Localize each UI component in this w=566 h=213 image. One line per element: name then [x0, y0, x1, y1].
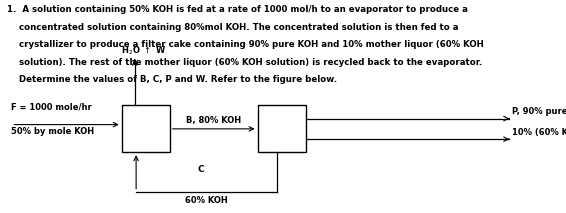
Text: 60% KOH: 60% KOH: [185, 196, 228, 205]
Text: F = 1000 mole/hr: F = 1000 mole/hr: [11, 103, 92, 112]
Text: 10% (60% KOH solution): 10% (60% KOH solution): [512, 128, 566, 137]
Bar: [122, 105, 170, 152]
Text: Determine the values of B, C, P and W. Refer to the figure below.: Determine the values of B, C, P and W. R…: [7, 75, 337, 84]
Text: B, 80% KOH: B, 80% KOH: [186, 116, 241, 125]
Text: C: C: [198, 165, 204, 174]
Text: crystallizer to produce a filter cake containing 90% pure KOH and 10% mother liq: crystallizer to produce a filter cake co…: [7, 40, 483, 49]
Text: 50% by mole KOH: 50% by mole KOH: [11, 127, 95, 136]
Text: concentrated solution containing 80%mol KOH. The concentrated solution is then f: concentrated solution containing 80%mol …: [7, 23, 458, 32]
Text: solution). The rest of the mother liquor (60% KOH solution) is recycled back to : solution). The rest of the mother liquor…: [7, 58, 482, 67]
Text: 1.  A solution containing 50% KOH is fed at a rate of 1000 mol/h to an evaporato: 1. A solution containing 50% KOH is fed …: [7, 5, 468, 14]
Text: H$_2$O $\uparrow$ W: H$_2$O $\uparrow$ W: [121, 45, 166, 57]
Bar: [258, 105, 306, 152]
Text: P, 90% pure KOH filter: P, 90% pure KOH filter: [512, 107, 566, 117]
